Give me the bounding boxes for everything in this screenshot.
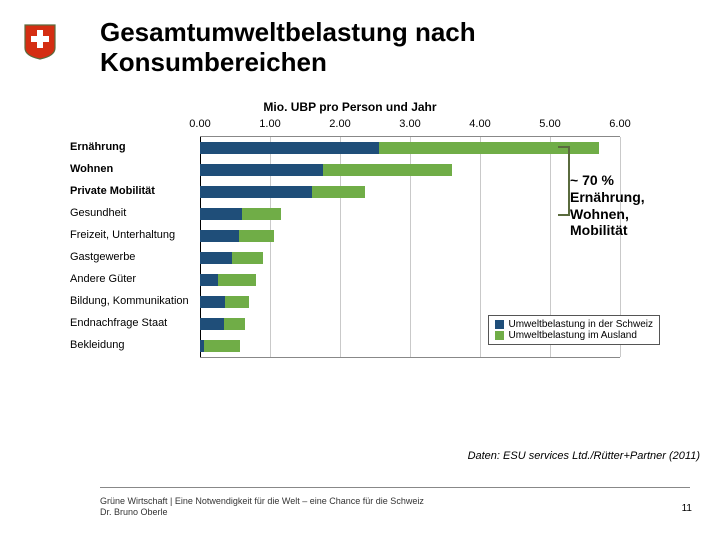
x-tick-label: 4.00 — [469, 118, 490, 130]
category-label: Andere Güter — [70, 268, 200, 290]
legend-swatch — [495, 320, 504, 329]
annotation-line: Wohnen, — [570, 206, 700, 223]
annotation-line: Mobilität — [570, 222, 700, 239]
bar-segment — [224, 318, 245, 330]
plot-area: Umweltbelastung in der SchweizUmweltbela… — [200, 136, 620, 358]
bar-row — [200, 269, 620, 291]
bar-row — [200, 225, 620, 247]
bar-segment — [239, 230, 274, 242]
legend: Umweltbelastung in der SchweizUmweltbela… — [488, 315, 660, 345]
legend-item: Umweltbelastung in der Schweiz — [495, 319, 653, 330]
category-label: Gastgewerbe — [70, 246, 200, 268]
x-axis-ticks: 0.001.002.003.004.005.006.00 — [200, 118, 620, 136]
category-column: ErnährungWohnenPrivate MobilitätGesundhe… — [70, 136, 200, 358]
footer-line-text: Grüne Wirtschaft | Eine Notwendigkeit fü… — [100, 496, 424, 507]
legend-swatch — [495, 331, 504, 340]
bar-row — [200, 247, 620, 269]
x-tick-label: 5.00 — [539, 118, 560, 130]
stacked-bar — [200, 208, 281, 220]
x-tick-label: 1.00 — [259, 118, 280, 130]
bar-segment — [323, 164, 453, 176]
legend-label: Umweltbelastung im Ausland — [508, 330, 636, 341]
stacked-bar — [200, 142, 599, 154]
footer-text: Grüne Wirtschaft | Eine Notwendigkeit fü… — [100, 496, 424, 518]
annotation-bracket — [558, 146, 570, 216]
bar-segment — [200, 318, 224, 330]
stacked-bar — [200, 296, 249, 308]
chart: Mio. UBP pro Person und Jahr 0.00 1.00 2.0… — [70, 100, 630, 440]
stacked-bar — [200, 186, 365, 198]
bar-segment — [200, 208, 242, 220]
chart-axis-title: Mio. UBP pro Person und Jahr — [70, 100, 630, 114]
category-label: Bildung, Kommunikation — [70, 290, 200, 312]
bar-segment — [200, 296, 225, 308]
stacked-bar — [200, 164, 452, 176]
bar-row — [200, 159, 620, 181]
bar-segment — [200, 164, 323, 176]
stacked-bar — [200, 274, 256, 286]
plot-wrap: ErnährungWohnenPrivate MobilitätGesundhe… — [70, 136, 630, 358]
bar-segment — [232, 252, 264, 264]
bar-segment — [225, 296, 250, 308]
category-label: Freizeit, Unterhaltung — [70, 224, 200, 246]
footer-divider — [100, 487, 690, 488]
stacked-bar — [200, 340, 240, 352]
bar-segment — [204, 340, 240, 352]
source-note: Daten: ESU services Ltd./Rütter+Partner … — [330, 450, 700, 462]
footer-line-text: Dr. Bruno Oberle — [100, 507, 424, 518]
bar-segment — [242, 208, 281, 220]
x-tick-label: 2.00 — [329, 118, 350, 130]
x-tick-label: 6.00 — [609, 118, 630, 130]
annotation-text: ~ 70 %Ernährung,Wohnen,Mobilität — [570, 172, 700, 239]
bar-segment — [200, 142, 379, 154]
category-label: Private Mobilität — [70, 180, 200, 202]
annotation-line: ~ 70 % — [570, 172, 700, 189]
bar-row — [200, 291, 620, 313]
bar-row — [200, 181, 620, 203]
stacked-bar — [200, 252, 263, 264]
category-label: Gesundheit — [70, 202, 200, 224]
stacked-bar — [200, 230, 274, 242]
bar-segment — [200, 186, 312, 198]
annotation-line: Ernährung, — [570, 189, 700, 206]
slide: Gesamtumweltbelastung nach Konsumbereich… — [0, 0, 720, 540]
swiss-shield-icon — [24, 24, 56, 60]
category-label: Endnachfrage Staat — [70, 312, 200, 334]
legend-label: Umweltbelastung in der Schweiz — [508, 319, 653, 330]
bar-segment — [312, 186, 365, 198]
bar-segment — [200, 252, 232, 264]
stacked-bar — [200, 318, 245, 330]
bar-row — [200, 203, 620, 225]
bar-row — [200, 137, 620, 159]
category-label: Bekleidung — [70, 334, 200, 356]
bar-segment — [200, 274, 218, 286]
slide-title: Gesamtumweltbelastung nach Konsumbereich… — [100, 18, 680, 78]
bar-segment — [218, 274, 257, 286]
x-tick-label: 0.00 — [189, 118, 210, 130]
legend-item: Umweltbelastung im Ausland — [495, 330, 653, 341]
bar-segment — [200, 230, 239, 242]
page-number: 11 — [682, 503, 692, 514]
x-tick-label: 3.00 — [399, 118, 420, 130]
category-label: Ernährung — [70, 136, 200, 158]
category-label: Wohnen — [70, 158, 200, 180]
